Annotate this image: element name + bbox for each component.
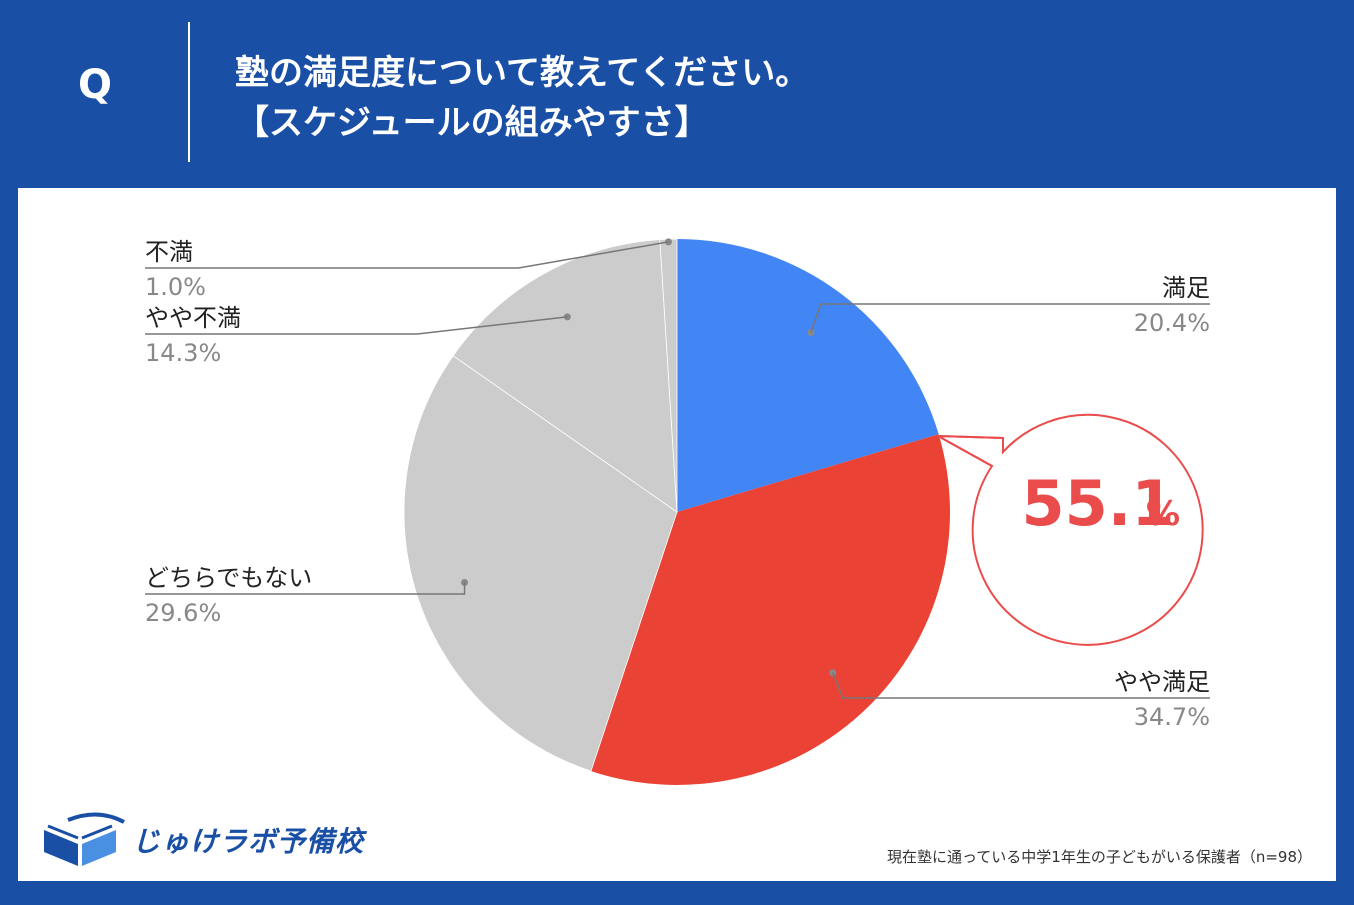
slice-value-label: 20.4%	[1134, 309, 1210, 337]
slice-label: 満足	[1162, 274, 1210, 302]
sample-footnote: 現在塾に通っている中学1年生の子どもがいる保護者（n=98）	[887, 848, 1312, 866]
book-icon	[44, 812, 125, 866]
callout-unit: %	[1146, 494, 1180, 534]
slice-value-label: 14.3%	[145, 339, 221, 367]
question-line-1: 塾の満足度について教えてください。	[235, 53, 810, 93]
brand-logo-text: じゅけラボ予備校	[132, 825, 365, 858]
slice-value-label: 29.6%	[145, 599, 221, 627]
pie-slice	[452, 239, 678, 513]
header-divider	[188, 22, 190, 162]
question-title: 塾の満足度について教えてください。 【スケジュールの組みやすさ】	[235, 48, 809, 148]
callout-bubble	[937, 413, 1204, 646]
leader-line	[145, 582, 466, 595]
callout-pointer-bottom	[937, 435, 993, 467]
callout-pointer-top	[937, 435, 1004, 439]
slice-label: やや満足	[1114, 668, 1210, 696]
leader-line	[810, 303, 1210, 333]
leader-line	[832, 672, 1210, 699]
question-marker: Q	[78, 62, 113, 108]
question-line-2: 【スケジュールの組みやすさ】	[235, 103, 709, 143]
slice-value-label: 1.0%	[145, 273, 206, 301]
slice-value-label: 34.7%	[1134, 703, 1210, 731]
slice-label: どちらでもない	[145, 564, 312, 592]
slice-label: やや不満	[145, 304, 241, 332]
pie-slice	[677, 239, 939, 512]
leader-line	[145, 316, 568, 335]
leader-line	[145, 241, 669, 269]
slice-label: 不満	[145, 238, 193, 266]
callout-value: 55.1	[1022, 467, 1175, 540]
pie-slice	[403, 355, 678, 772]
